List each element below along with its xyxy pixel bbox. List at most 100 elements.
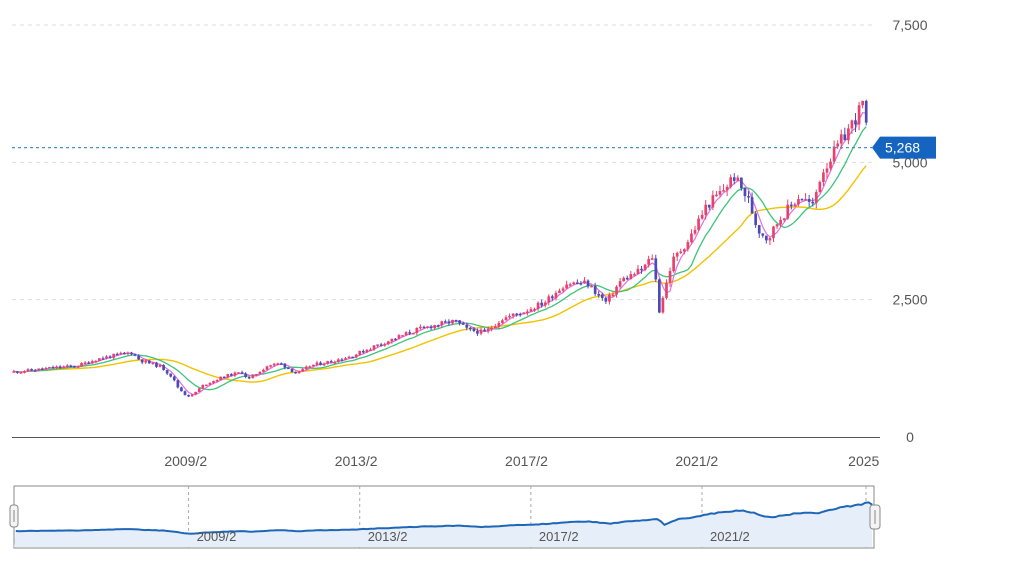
candle-body xyxy=(775,224,779,227)
candlestick xyxy=(654,254,658,282)
candle-body xyxy=(686,242,690,250)
navigator-labels: 2009/2 2013/2 2017/2 2021/2 xyxy=(197,529,750,544)
current-price-tag xyxy=(872,136,936,159)
candle-body xyxy=(740,177,743,189)
candlestick xyxy=(597,290,601,298)
candle-body xyxy=(201,384,205,389)
candle-body xyxy=(444,321,447,323)
ma-mid-line xyxy=(13,126,867,391)
candlestick xyxy=(112,353,115,360)
candlestick xyxy=(151,362,155,365)
candle-body xyxy=(158,365,162,367)
candlestick xyxy=(40,367,44,371)
candle-body xyxy=(679,251,683,254)
candlestick xyxy=(212,380,215,385)
candlestick xyxy=(675,251,679,262)
candlestick xyxy=(190,393,194,397)
candlestick xyxy=(94,360,98,363)
candlestick xyxy=(586,279,590,289)
candle-body xyxy=(269,365,272,367)
candle-body xyxy=(265,366,269,370)
candle-body xyxy=(112,353,115,358)
candlestick xyxy=(711,190,715,211)
candle-body xyxy=(230,374,233,376)
candle-body xyxy=(287,367,290,370)
candle-body xyxy=(308,366,312,368)
candle-body xyxy=(590,285,593,288)
candlestick xyxy=(497,320,501,330)
candle-body xyxy=(372,345,376,350)
candlestick xyxy=(451,319,454,326)
candle-body xyxy=(575,282,579,284)
candlestick xyxy=(640,265,643,274)
candlestick xyxy=(526,309,529,316)
ma-long-line xyxy=(13,165,867,383)
candle-body xyxy=(397,335,401,339)
candlestick xyxy=(668,267,672,287)
candlestick xyxy=(290,368,294,373)
candlestick xyxy=(658,278,661,314)
candlestick xyxy=(836,140,840,150)
candle-body xyxy=(169,373,173,377)
candle-body xyxy=(515,313,519,316)
candlestick xyxy=(294,371,297,374)
candle-body xyxy=(440,321,444,326)
candlestick xyxy=(197,387,201,393)
candle-body xyxy=(782,218,786,220)
candlestick xyxy=(518,312,522,317)
candle-body xyxy=(647,259,650,265)
candlestick xyxy=(861,100,864,109)
candle-body xyxy=(279,363,283,365)
candle-body xyxy=(558,290,561,293)
candle-body xyxy=(586,280,590,287)
candle-body xyxy=(180,387,183,392)
candlestick xyxy=(147,359,151,364)
candle-body xyxy=(757,225,761,234)
candlestick xyxy=(508,313,511,319)
candle-body xyxy=(123,352,126,355)
candlestick xyxy=(707,204,711,210)
candle-body xyxy=(48,367,51,369)
candle-body xyxy=(807,199,811,202)
candlestick xyxy=(725,184,729,197)
candle-body xyxy=(422,326,426,329)
candlestick xyxy=(665,279,668,300)
candlestick xyxy=(622,276,626,282)
candlestick xyxy=(551,294,554,301)
candle-body xyxy=(800,199,804,201)
candlestick xyxy=(704,200,708,220)
candlestick xyxy=(811,197,815,207)
candlestick xyxy=(337,358,340,363)
candlestick xyxy=(73,365,76,368)
candle-body xyxy=(615,286,618,295)
candlestick xyxy=(279,362,283,365)
candle-body xyxy=(654,258,658,280)
candlestick xyxy=(419,324,422,330)
ma-short-line xyxy=(13,112,867,396)
candlestick xyxy=(265,365,269,371)
candle-body xyxy=(69,365,73,367)
candlestick xyxy=(757,224,761,238)
candle-body xyxy=(262,369,265,372)
candlestick xyxy=(679,248,683,255)
candle-body xyxy=(804,199,807,201)
candlestick xyxy=(401,334,404,337)
candle-body xyxy=(312,364,315,367)
range-navigator[interactable]: 2009/2 2013/2 2017/2 2021/2 xyxy=(9,485,881,549)
candlestick xyxy=(686,239,690,252)
x-tick-label: 2009/2 xyxy=(164,453,207,469)
candlesticks xyxy=(12,99,868,398)
candlestick xyxy=(33,368,37,372)
candle-body xyxy=(147,360,151,364)
candlestick xyxy=(643,264,647,272)
candle-body xyxy=(419,326,422,329)
candle-body xyxy=(351,356,354,359)
candlestick xyxy=(565,280,568,289)
candlestick xyxy=(483,328,486,332)
candlestick xyxy=(583,277,586,284)
candlestick xyxy=(825,162,829,179)
candlestick xyxy=(636,265,640,275)
candlestick xyxy=(800,198,804,201)
candlestick xyxy=(814,189,818,209)
candlestick xyxy=(715,191,718,197)
